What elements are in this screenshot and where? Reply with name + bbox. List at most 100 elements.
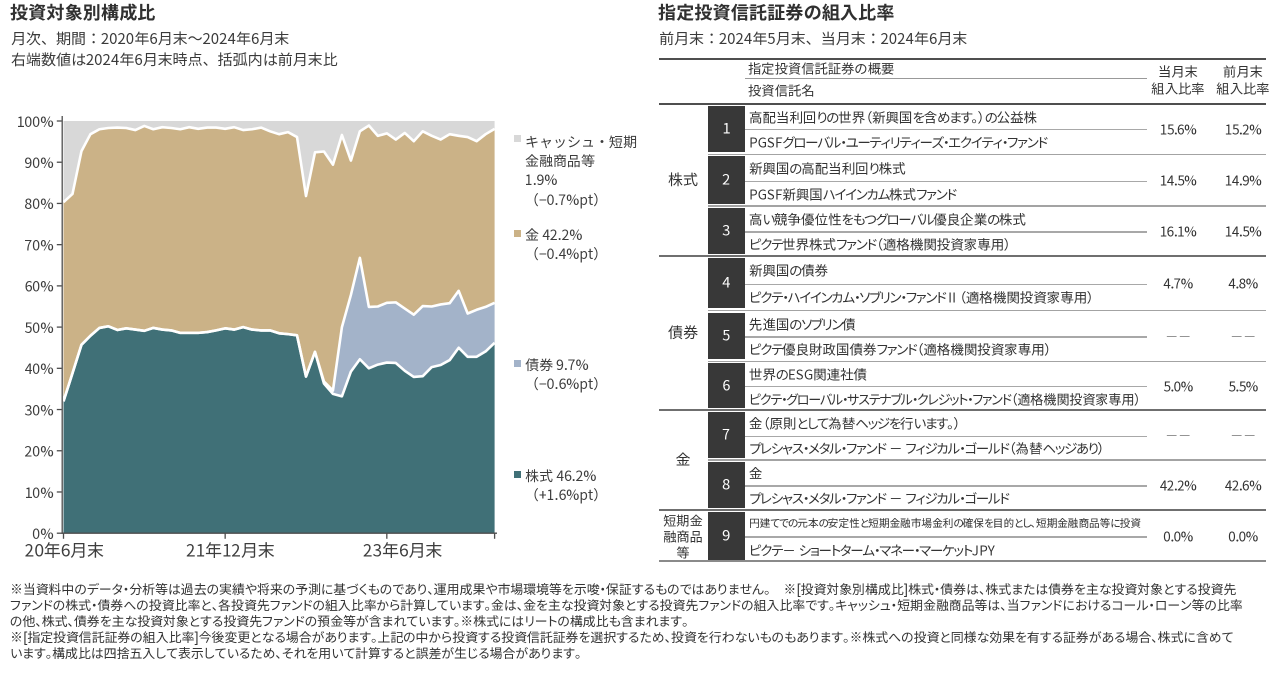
table-rule xyxy=(658,508,1266,512)
table-rule xyxy=(744,336,1147,338)
fund-name: PGSFグローバル・ユーティリティーズ・エクイティ・ファンド xyxy=(749,131,1049,152)
category-label: 株式 xyxy=(667,168,699,190)
header-previous-1: 前月末 xyxy=(1223,61,1263,81)
area-stocks xyxy=(63,326,495,534)
footnote-line: います。構成比は四捨五入して表示しているため、それを用いて計算すると誤差が生じる… xyxy=(10,642,582,662)
y-axis-label: 70% xyxy=(24,234,54,255)
fund-summary: 金 xyxy=(749,462,763,483)
row-number-badge: 9 xyxy=(708,512,745,560)
table-rule xyxy=(744,231,1147,233)
stacked-area-chart: 0% 10% 20% 30% 40% 50% 60% 70% 80% 90% 100% 20年6月末 2… xyxy=(17,111,497,562)
category-label: 短期金 融商品等 xyxy=(663,510,703,561)
legend-label: 債券 9.7% （−0.6%pt） xyxy=(525,354,608,394)
previous-ratio: 14.5% xyxy=(1224,220,1262,241)
table-rule xyxy=(658,254,1266,258)
row-number-badge: 5 xyxy=(708,312,745,360)
y-axis-label: 40% xyxy=(24,358,54,379)
category-label: 金 xyxy=(675,448,691,470)
table-rule xyxy=(744,77,1147,79)
y-axis-label: 50% xyxy=(23,317,54,338)
y-axis-label: 100% xyxy=(17,111,55,132)
row-number-badge: 6 xyxy=(708,363,745,409)
legend-label: 金 42.2% （−0.4%pt） xyxy=(525,224,608,264)
table-rule xyxy=(708,153,1266,155)
current-ratio: 0.0% xyxy=(1163,525,1193,546)
table-rule xyxy=(708,205,1266,207)
header-previous-2: 組入比率 xyxy=(1216,78,1270,98)
fund-name: ピクテ－ ショートターム・マネー・マーケットJPY xyxy=(749,539,995,560)
fund-summary: 金（原則として為替ヘッジを行います。） xyxy=(749,412,961,433)
footnotes: ※当資料中のデータ・分析等は過去の実績や将来の予測に基づくものであり、運用成果や… xyxy=(10,578,1243,662)
fund-summary: 高い競争優位性をもつグローバル優良企業の株式 xyxy=(749,208,1027,229)
fund-name: PGSF新興国ハイインカム株式ファンド xyxy=(749,183,958,204)
current-ratio: －－ xyxy=(1165,325,1191,346)
legend-swatch xyxy=(513,229,521,237)
x-axis-label: 23年6月末 xyxy=(363,537,442,562)
legend-swatch xyxy=(513,134,521,142)
chart-subtitle-note: 右端数値は2024年6月末時点、括弧内は前月末比 xyxy=(11,49,338,70)
category-label: 債券 xyxy=(667,321,699,343)
area-cash xyxy=(63,121,495,203)
row-number-badge: 4 xyxy=(708,258,745,309)
row-number-badge: 3 xyxy=(708,208,745,254)
previous-ratio: 14.9% xyxy=(1224,169,1262,190)
fund-name: プレシャス・メタル・ファンド － フィジカル・ゴールド（為替ヘッジあり） xyxy=(749,437,1105,458)
table-rule xyxy=(658,57,1266,60)
fund-summary: 先進国のソブリン債 xyxy=(749,313,856,334)
table-rule xyxy=(708,360,1266,362)
x-axis-label: 21年12月末 xyxy=(186,537,275,562)
row-number-badge: 7 xyxy=(708,412,745,458)
current-ratio: 42.2% xyxy=(1159,474,1197,495)
fund-summary: 世界のESG関連社債 xyxy=(749,363,868,384)
y-axis-label: 60% xyxy=(24,276,54,297)
table-rule xyxy=(744,435,1147,437)
table-rule xyxy=(744,536,1147,538)
previous-ratio: 4.8% xyxy=(1228,272,1258,293)
fund-name: ピクテ・グローバル・サステナブル・クレジット・ファンド（適格機関投資家専用） xyxy=(749,388,1141,409)
fund-summary: 高配当利回りの世界（新興国を含めます。）の公益株 xyxy=(749,106,1038,127)
current-ratio: 5.0% xyxy=(1163,375,1193,396)
y-axis-label: 30% xyxy=(24,399,54,420)
table-rule xyxy=(658,102,1266,105)
chart-subtitle-period: 月次、期間：2020年6月末～2024年6月末 xyxy=(11,27,290,49)
fund-name: ピクテ世界株式ファンド（適格機関投資家専用） xyxy=(749,233,1011,254)
previous-ratio: 0.0% xyxy=(1228,525,1258,546)
footnote-line: ファンドの株式・債券への投資比率と、各投資先ファンドの組入比率から計算しています… xyxy=(10,594,1243,614)
previous-ratio: －－ xyxy=(1230,325,1256,346)
table-rule xyxy=(744,283,1147,285)
series-separator xyxy=(62,124,496,204)
y-axis-label: 80% xyxy=(24,193,54,214)
legend-swatch xyxy=(513,470,521,478)
header-current-1: 当月末 xyxy=(1158,61,1198,81)
previous-ratio: －－ xyxy=(1230,424,1256,445)
row-number-badge: 8 xyxy=(708,462,745,508)
fund-summary: 円建てでの元本の安定性と短期金融市場金利の確保を目的とし、短期金融商品等に投資 xyxy=(749,515,1141,531)
y-axis-label: 20% xyxy=(24,441,54,462)
table-rule xyxy=(708,309,1266,312)
table-title: 指定投資信託証券の組入比率 xyxy=(658,0,895,25)
table-rule xyxy=(658,559,1266,563)
x-axis-label: 20年6月末 xyxy=(25,537,104,562)
fund-name: プレシャス・メタル・ファンド － フィジカル・ゴールド xyxy=(749,487,1010,508)
current-ratio: 16.1% xyxy=(1159,220,1197,241)
header-desc-overview: 指定投資信託証券の概要 xyxy=(748,58,895,78)
table-rule xyxy=(658,409,1266,412)
fund-name: ピクテ優良財政国債券ファンド（適格機関投資家専用） xyxy=(749,338,1052,359)
row-number-badge: 2 xyxy=(708,156,745,204)
area-bonds xyxy=(63,257,495,402)
previous-ratio: 5.5% xyxy=(1228,375,1258,396)
area-gold xyxy=(63,125,495,402)
y-axis-label: 10% xyxy=(24,482,54,503)
series-separator xyxy=(62,256,496,402)
previous-ratio: 42.6% xyxy=(1224,474,1262,495)
fund-summary: 新興国の債券 xyxy=(749,259,829,280)
fund-summary: 新興国の高配当利回り株式 xyxy=(749,157,906,178)
table-rule xyxy=(708,459,1266,461)
row-number-badge: 1 xyxy=(708,105,745,153)
current-ratio: 14.5% xyxy=(1159,169,1197,190)
footnote-line: ※当資料中のデータ・分析等は過去の実績や将来の予測に基づくものであり、運用成果や… xyxy=(10,578,1237,598)
y-axis-label: 0% xyxy=(32,523,54,544)
current-ratio: －－ xyxy=(1165,424,1191,445)
footnote-line: の他、株式、債券を主な投資対象とする投資先ファンドの預金等が含まれています。※株… xyxy=(10,610,689,630)
